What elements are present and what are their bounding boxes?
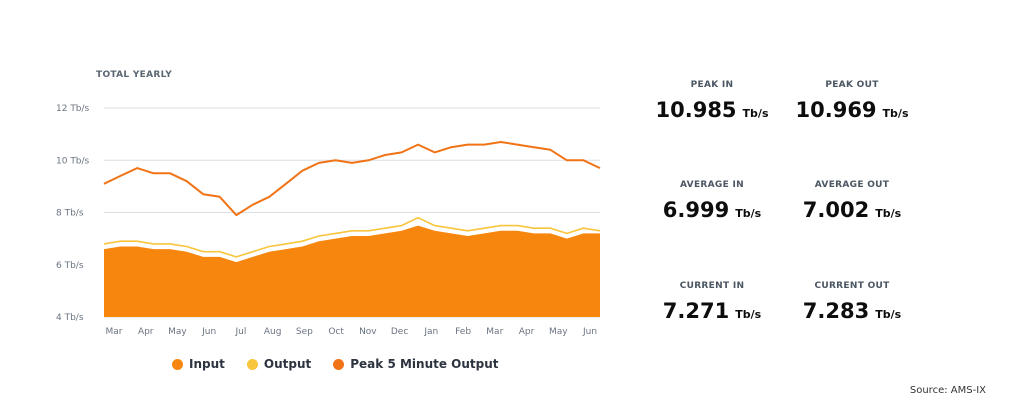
legend-item-input[interactable]: Input <box>172 357 225 371</box>
x-tick-label: Jun <box>582 327 597 337</box>
x-tick-label: Jun <box>201 327 216 337</box>
x-tick-label: Mar <box>486 327 503 337</box>
stat-average-in: AVERAGE IN 6.999 Tb/s <box>632 180 792 222</box>
stat-value: 7.271 <box>662 299 730 323</box>
stat-label: CURRENT IN <box>679 281 745 291</box>
x-tick-label: Jul <box>235 327 247 337</box>
stat-label: CURRENT OUT <box>814 281 890 291</box>
source-note: Source: AMS-IX <box>909 385 986 396</box>
stat-value: 6.999 <box>662 198 730 222</box>
legend-label-peak-output: Peak 5 Minute Output <box>350 357 499 371</box>
stat-unit: Tb/s <box>742 107 769 120</box>
series-line-output <box>103 216 601 258</box>
x-tick-label: May <box>549 327 568 337</box>
x-tick-label: Jan <box>423 327 438 337</box>
x-tick-label: Mar <box>106 327 123 337</box>
peak-output-legend-dot-icon <box>333 358 345 370</box>
y-tick-label: 12 Tb/s <box>56 104 90 114</box>
legend-item-peak-output[interactable]: Peak 5 Minute Output <box>333 357 499 371</box>
x-tick-label: Feb <box>455 327 471 337</box>
stat-unit: Tb/s <box>735 207 762 220</box>
stat-current-out: CURRENT OUT 7.283 Tb/s <box>772 281 932 323</box>
y-tick-label: 4 Tb/s <box>56 313 84 323</box>
stat-peak-in: PEAK IN 10.985 Tb/s <box>632 80 792 122</box>
stat-unit: Tb/s <box>875 207 902 220</box>
series-area-input <box>104 225 600 317</box>
output-legend-dot-icon <box>246 358 258 370</box>
x-tick-label: Apr <box>519 327 535 337</box>
input-legend-dot-icon <box>172 358 183 370</box>
x-tick-label: Aug <box>264 327 282 337</box>
stat-value: 7.283 <box>802 299 870 323</box>
y-tick-label: 8 Tb/s <box>56 209 84 219</box>
y-tick-label: 6 Tb/s <box>56 261 84 271</box>
chart-title: TOTAL YEARLY <box>96 70 173 80</box>
y-tick-label: 10 Tb/s <box>56 156 90 166</box>
stat-unit: Tb/s <box>735 308 762 321</box>
stat-value: 10.969 <box>795 98 877 122</box>
stat-unit: Tb/s <box>875 308 902 321</box>
x-tick-label: Nov <box>359 327 377 337</box>
x-tick-label: Apr <box>138 327 154 337</box>
stat-average-out: AVERAGE OUT 7.002 Tb/s <box>772 180 932 222</box>
legend-item-output[interactable]: Output <box>246 357 312 371</box>
x-tick-label: Sep <box>296 327 313 337</box>
legend-label-output: Output <box>263 357 312 371</box>
series-line-peak-5-minute-output <box>103 141 601 217</box>
stat-label: PEAK IN <box>690 80 734 90</box>
stat-unit: Tb/s <box>882 107 909 120</box>
x-tick-label: Oct <box>328 327 344 337</box>
legend-label-input: Input <box>189 357 225 371</box>
x-tick-label: May <box>168 327 187 337</box>
stat-label: AVERAGE OUT <box>814 180 890 190</box>
stat-value: 10.985 <box>655 98 737 122</box>
stat-value: 7.002 <box>802 198 870 222</box>
traffic-chart: 4 Tb/s 6 Tb/s 8 Tb/s 10 Tb/s 12 Tb/s Mar Apr Ma… <box>56 104 601 337</box>
stat-peak-out: PEAK OUT 10.969 Tb/s <box>772 80 932 122</box>
chart-legend: Input Output Peak 5 Minute Output <box>172 357 499 371</box>
stat-current-in: CURRENT IN 7.271 Tb/s <box>632 281 792 323</box>
stat-label: AVERAGE IN <box>680 180 744 190</box>
x-tick-label: Dec <box>391 327 408 337</box>
stat-label: PEAK OUT <box>825 80 879 90</box>
